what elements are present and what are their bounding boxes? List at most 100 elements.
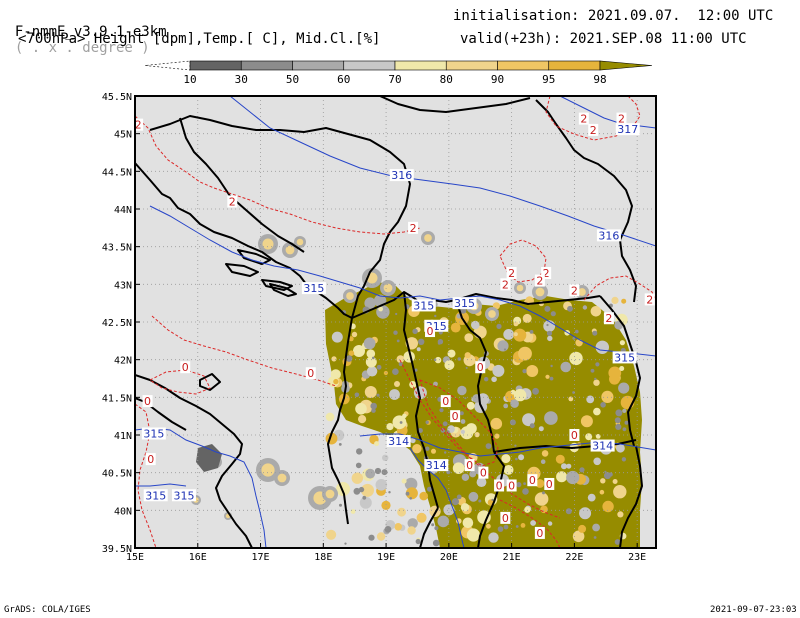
- init-time: initialisation: 2021.09.07. 12:00 UTC: [453, 8, 774, 24]
- temp-label: 2: [536, 275, 543, 288]
- cloud-cell: [407, 518, 418, 529]
- temp-label-bg: [500, 278, 511, 291]
- cloud-cell: [474, 432, 480, 438]
- cloud-cell: [348, 350, 355, 357]
- height-contour-315-sw: [135, 483, 187, 487]
- height-label-bg: [171, 489, 196, 502]
- cloud-cell: [355, 403, 367, 415]
- cloud-cell: [582, 305, 588, 310]
- colorbar-label: 95: [542, 73, 555, 86]
- cloud-cell: [401, 478, 407, 484]
- cloud-cell: [364, 386, 377, 398]
- temp-contour-0-inner: [419, 379, 499, 467]
- cloud-cell: [545, 374, 550, 379]
- cloud-patch: [325, 489, 335, 499]
- valid-time: valid(+23h): 2021.SEP.08 11:00 UTC: [460, 31, 747, 47]
- cloud-patch: [346, 292, 354, 300]
- cloud-cell: [416, 347, 421, 352]
- lon-label: 19E: [377, 552, 395, 563]
- cloud-cell: [619, 340, 626, 346]
- cloud-cell: [547, 521, 553, 526]
- cloud-cell: [599, 489, 605, 495]
- cloud-cell: [447, 349, 456, 358]
- height-label: 314: [426, 459, 447, 472]
- cloud-cell: [515, 457, 518, 461]
- border-montenegro: [351, 291, 457, 319]
- cloud-cell: [366, 349, 376, 359]
- temp-label-bg: [478, 466, 489, 479]
- height-label-bg: [143, 489, 168, 502]
- lon-label: 18E: [314, 552, 332, 563]
- temp-label: 2: [543, 267, 550, 280]
- height-label: 316: [598, 229, 619, 242]
- border-greece-inner: [477, 451, 505, 548]
- cloud-cell: [460, 503, 470, 512]
- colorbar-label: 80: [440, 73, 453, 86]
- fields-label: <700hPa> Height [dpm],Temp.[ C], Mid.Cl.…: [18, 31, 381, 47]
- cloud-cell: [593, 457, 601, 466]
- cloud-patch: [578, 288, 586, 296]
- cloud-cell: [602, 500, 614, 513]
- model-title: F-nmmE_v3.9.1-e3km: [14, 24, 167, 40]
- height-label-bg: [424, 459, 449, 472]
- cloud-cell: [594, 377, 597, 381]
- colorbar: 10 30 50 60 70 80 90 95 98: [144, 60, 653, 86]
- cloud-cell: [575, 339, 583, 347]
- cloud-cell: [417, 428, 423, 433]
- height-label: 316: [391, 169, 412, 182]
- temp-label: 0: [496, 479, 503, 492]
- cloud-cell: [546, 330, 553, 336]
- temp-label: 0: [427, 325, 434, 338]
- cloud-cell: [565, 508, 572, 515]
- cloud-cell: [460, 429, 465, 434]
- cloud-cell: [613, 485, 627, 499]
- cloud-cell: [431, 523, 435, 527]
- cloud-cell: [538, 426, 544, 432]
- temp-label-bg: [506, 267, 517, 280]
- cloud-cell: [550, 311, 556, 317]
- cloud-cell: [503, 524, 509, 530]
- cloud-patch: [285, 245, 295, 255]
- cloud-cell: [456, 494, 462, 500]
- cloud-cell: [503, 348, 507, 351]
- temp-contour-2-east: [545, 96, 641, 141]
- cloud-cell: [353, 345, 365, 357]
- cloud-cell: [579, 507, 592, 520]
- height-label-bg: [411, 299, 436, 312]
- cloud-cell: [442, 421, 448, 427]
- cloud-cell: [615, 423, 622, 430]
- temp-label: 0: [147, 453, 154, 466]
- cloud-cell: [496, 323, 502, 329]
- temp-label-bg: [527, 474, 538, 487]
- cloud-cell: [397, 507, 406, 517]
- temp-label: 2: [502, 278, 509, 291]
- cloud-cell: [375, 479, 388, 491]
- temp-contour-2-se: [583, 275, 656, 301]
- cloud-cell: [405, 487, 418, 500]
- cloud-patch: [196, 444, 222, 472]
- cloud-cell: [362, 495, 367, 500]
- cloud-cell: [622, 427, 627, 432]
- cloud-cell: [595, 362, 600, 367]
- temp-label: 0: [307, 367, 314, 380]
- cloud-cell: [556, 471, 568, 483]
- lat-label: 44N: [114, 205, 132, 216]
- cloud-cell: [544, 411, 558, 425]
- cloud-cell: [444, 360, 455, 370]
- cloud-cell: [523, 482, 526, 485]
- cloud-cell: [575, 329, 579, 334]
- cloud-cell: [412, 328, 418, 334]
- temp-label: 2: [135, 119, 142, 132]
- height-label: 317: [617, 123, 638, 136]
- temp-contour-2-east-loop: [499, 239, 547, 283]
- cloud-cell: [382, 454, 389, 461]
- cloud-cell: [530, 520, 536, 526]
- cloud-cell: [398, 362, 403, 367]
- colorbar-label: 60: [337, 73, 350, 86]
- cloud-cell: [569, 351, 583, 366]
- cloud-cell: [529, 330, 534, 334]
- cloud-cell: [486, 523, 491, 529]
- footer-right: 2021-09-07-23:03: [710, 605, 797, 615]
- map-axes: 15E 16E 17E 18E 19E 20E 21E 22E 23E 39.5N 40N 40.5N…: [102, 92, 646, 563]
- cloud-cell: [593, 536, 597, 539]
